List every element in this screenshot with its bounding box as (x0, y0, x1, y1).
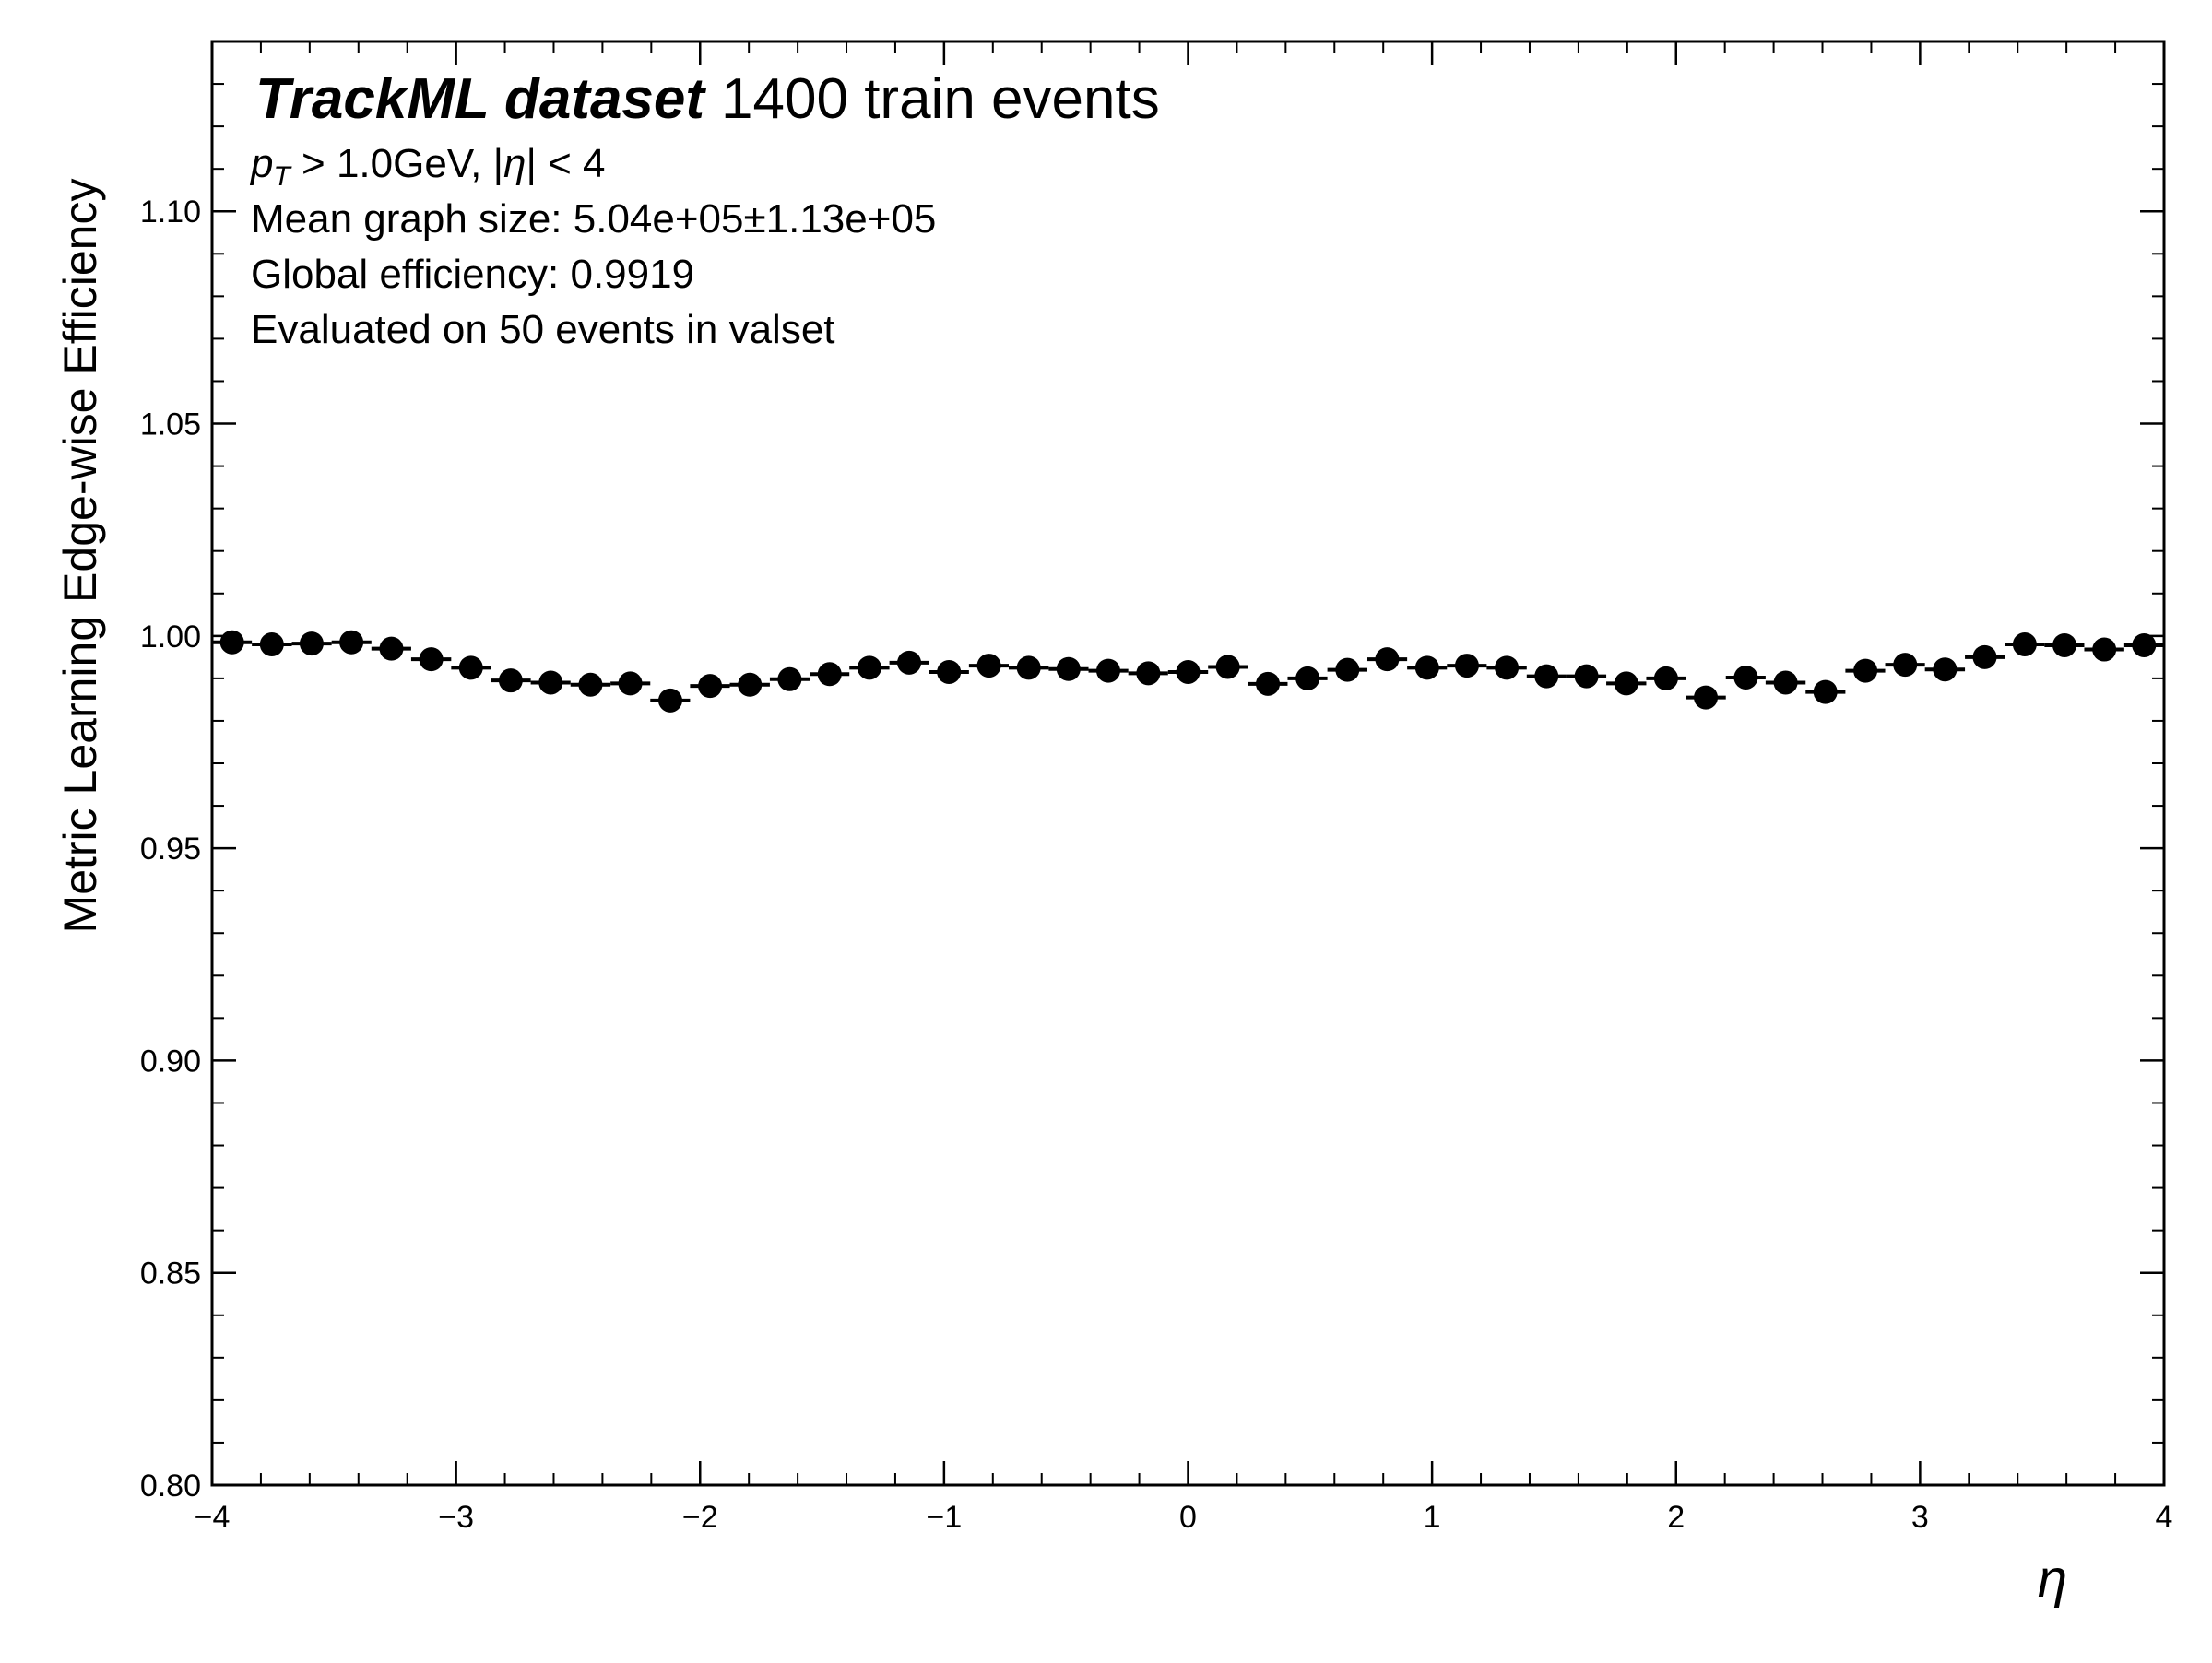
mean-graph-size-annotation: Mean graph size: 5.04e+05±1.13e+05 (251, 196, 936, 242)
data-point (299, 631, 324, 656)
data-point (1256, 671, 1281, 696)
x-tick-label: 0 (1179, 1500, 1197, 1535)
x-tick-label: −2 (682, 1500, 718, 1535)
data-point (1653, 666, 1678, 690)
data-point (458, 655, 483, 680)
data-point (2132, 632, 2157, 657)
data-point (1614, 671, 1638, 696)
data-point (1694, 685, 1719, 710)
data-point (578, 672, 603, 697)
data-point (1215, 655, 1240, 679)
data-point (1853, 658, 1878, 683)
data-point (498, 668, 523, 693)
y-axis-label: Metric Learning Edge-wise Efficiency (54, 179, 106, 934)
data-point (1495, 655, 1520, 680)
data-point (618, 671, 643, 696)
data-point (1375, 647, 1400, 672)
data-point (1893, 653, 1918, 678)
data-point (1016, 655, 1041, 680)
data-point (1813, 679, 1838, 704)
data-point (1972, 644, 1997, 669)
plot-header: TrackML dataset 1400 train events pT > 1.… (249, 67, 1160, 352)
data-point (698, 674, 723, 699)
data-point (419, 647, 444, 672)
data-point (1095, 658, 1120, 683)
plot-frame (210, 40, 2166, 1487)
x-tick-label: −1 (926, 1500, 962, 1535)
data-point (259, 632, 284, 657)
data-point (657, 688, 682, 713)
x-tick-label: 3 (1911, 1500, 1929, 1535)
y-tick-label: 0.90 (140, 1044, 201, 1079)
y-tick-label: 0.80 (140, 1468, 201, 1504)
y-tick-label: 0.95 (140, 832, 201, 867)
x-tick-label: 2 (1667, 1500, 1685, 1535)
data-point (1295, 666, 1320, 690)
data-point (1176, 659, 1201, 684)
data-point (1574, 664, 1599, 689)
data-point (937, 659, 962, 684)
y-tick-label: 1.05 (140, 407, 201, 442)
data-point (339, 630, 364, 655)
x-tick-label: 1 (1424, 1500, 1441, 1535)
y-tick-label: 1.10 (140, 195, 201, 230)
data-point (1933, 657, 1958, 682)
data-point (817, 662, 842, 687)
data-point (897, 650, 922, 675)
data-point (379, 636, 404, 661)
data-point (1454, 654, 1479, 678)
data-point (1414, 655, 1439, 680)
data-point (1056, 656, 1081, 681)
data-point (1534, 664, 1559, 689)
data-point (219, 630, 244, 655)
data-point (1773, 670, 1798, 695)
experiment-label: TrackML dataset 1400 train events (255, 67, 1160, 131)
data-point (738, 672, 763, 697)
cut-label: pT > 1.0GeV, |η| < 4 (249, 141, 606, 192)
evaluation-annotation: Evaluated on 50 events in valset (251, 307, 835, 352)
data-point (976, 654, 1001, 678)
x-axis-label: η (2038, 1549, 2067, 1609)
data-point (2012, 632, 2037, 657)
data-point (1136, 661, 1161, 686)
x-tick-label: −3 (438, 1500, 474, 1535)
y-tick-label: 0.85 (140, 1256, 201, 1291)
global-efficiency-annotation: Global efficiency: 0.9919 (251, 252, 694, 297)
x-tick-label: −4 (195, 1500, 231, 1535)
data-point (777, 666, 802, 691)
data-point (857, 655, 881, 680)
data-point (2092, 637, 2117, 662)
x-tick-label: 4 (2156, 1500, 2173, 1535)
data-point (538, 670, 563, 695)
data-points (212, 630, 2164, 713)
y-tick-label: 1.00 (140, 619, 201, 655)
data-point (1335, 657, 1360, 682)
data-point (2052, 632, 2077, 657)
data-point (1733, 665, 1758, 690)
